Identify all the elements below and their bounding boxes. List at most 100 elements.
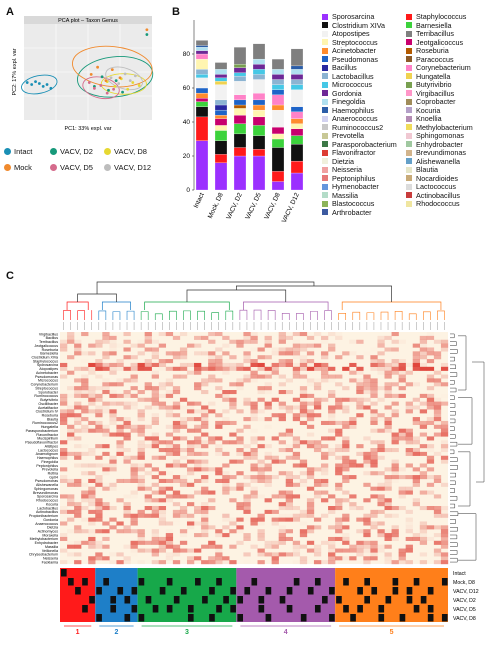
heatmap-cell bbox=[60, 455, 68, 460]
heatmap-cell bbox=[440, 455, 449, 460]
heatmap-cell bbox=[116, 362, 124, 367]
heatmap-cell bbox=[370, 359, 378, 364]
heatmap-cell bbox=[335, 486, 343, 491]
row-label: Jeotgalicoccus bbox=[34, 344, 58, 348]
heatmap-cell bbox=[229, 401, 237, 406]
taxa-legend-item: Peptoniphilus bbox=[322, 174, 375, 183]
bar-segment bbox=[271, 147, 285, 172]
row-label: Acinetobacter bbox=[36, 371, 59, 375]
heatmap-cell bbox=[130, 362, 138, 367]
heatmap-cell bbox=[278, 440, 286, 445]
heatmap-cell bbox=[285, 478, 293, 483]
bar-segment bbox=[290, 118, 304, 124]
heatmap-cell bbox=[257, 548, 265, 553]
heatmap-cell bbox=[186, 471, 195, 476]
taxa-legend-item: Lactococcus bbox=[406, 182, 456, 191]
heatmap-cell bbox=[186, 467, 195, 472]
bar-segment bbox=[214, 162, 228, 191]
heatmap-cell bbox=[299, 513, 308, 518]
bar-segment bbox=[252, 58, 266, 65]
heatmap-cell bbox=[391, 347, 399, 352]
heatmap-cell bbox=[335, 506, 343, 511]
taxa-legend-label: Bacillus bbox=[332, 63, 357, 72]
heatmap-cell bbox=[173, 440, 180, 444]
taxa-legend-swatch bbox=[406, 166, 412, 173]
heatmap-cell bbox=[201, 517, 209, 522]
heatmap-cell bbox=[328, 560, 336, 565]
heatmap-cell bbox=[250, 521, 258, 526]
pca-point bbox=[145, 33, 149, 36]
heatmap-cell bbox=[285, 405, 293, 410]
heatmap-cell bbox=[419, 540, 428, 545]
heatmap-cell bbox=[370, 525, 378, 530]
heatmap-cell bbox=[328, 540, 336, 545]
dendro-branch bbox=[281, 312, 290, 320]
bar-segment bbox=[290, 84, 304, 90]
taxa-legend-swatch bbox=[406, 192, 412, 198]
heatmap-cell bbox=[377, 509, 385, 514]
heatmap-cell bbox=[370, 409, 378, 414]
heatmap-cell bbox=[399, 440, 406, 444]
row-label: Anaerococcus bbox=[35, 522, 58, 526]
taxa-legend-item: Blastococcus bbox=[322, 199, 374, 208]
heatmap-cell bbox=[335, 335, 343, 340]
heatmap-cell bbox=[250, 455, 258, 460]
heatmap-cell bbox=[328, 536, 336, 541]
heatmap-cell bbox=[384, 467, 392, 472]
taxa-legend-item: Nocardioides bbox=[406, 174, 458, 183]
heatmap-cell bbox=[272, 375, 279, 379]
heatmap-cell bbox=[109, 343, 117, 348]
heatmap-cell bbox=[285, 362, 293, 367]
heatmap-cell bbox=[67, 502, 75, 507]
heatmap-cell bbox=[186, 482, 195, 487]
heatmap-cell bbox=[271, 351, 279, 356]
annotation-mark bbox=[244, 587, 251, 595]
heatmap-cell bbox=[137, 390, 145, 395]
heatmap-cell bbox=[215, 393, 223, 398]
heatmap-cell bbox=[243, 451, 251, 456]
heatmap-cell bbox=[278, 335, 286, 340]
heatmap-cell bbox=[158, 490, 167, 495]
row-label: Actinobacillus bbox=[36, 510, 58, 514]
heatmap-cell bbox=[116, 424, 124, 429]
heatmap-cell bbox=[222, 533, 230, 538]
dendro-branch bbox=[408, 313, 417, 320]
bar-segment bbox=[252, 69, 266, 75]
heatmap-cell bbox=[412, 533, 420, 538]
annotation-mark bbox=[427, 614, 434, 622]
heatmap-cell bbox=[144, 359, 152, 364]
heatmap-cell bbox=[229, 362, 237, 367]
heatmap-cell bbox=[151, 540, 159, 545]
pca-legend-label: VACV, D5 bbox=[60, 163, 93, 172]
heatmap-cell bbox=[60, 475, 68, 480]
heatmap-cell bbox=[201, 444, 209, 449]
heatmap-cell bbox=[158, 393, 167, 398]
heatmap-cell bbox=[292, 475, 301, 480]
heatmap-cell bbox=[201, 490, 209, 495]
heatmap-cell bbox=[102, 386, 110, 391]
heatmap-cell bbox=[321, 560, 329, 565]
heatmap-cell bbox=[88, 401, 96, 406]
heatmap-cell bbox=[391, 382, 399, 387]
heatmap-cell bbox=[356, 339, 364, 344]
pca-point bbox=[128, 79, 132, 83]
annotation-mark bbox=[378, 614, 385, 622]
heatmap-cell bbox=[258, 494, 265, 498]
heatmap-cell bbox=[81, 374, 89, 379]
bar-segment bbox=[271, 89, 285, 95]
taxa-legend-label: Hymenobacter bbox=[332, 182, 379, 191]
annotation-mark bbox=[209, 614, 215, 622]
heatmap-cell bbox=[67, 409, 75, 414]
heatmap-cell bbox=[222, 370, 230, 375]
taxa-legend-item: Enhydrobacter bbox=[406, 140, 463, 149]
heatmap-cell bbox=[201, 525, 209, 530]
pca-point bbox=[45, 83, 49, 86]
heatmap-cell bbox=[292, 417, 301, 422]
heatmap-cell bbox=[363, 397, 371, 402]
heatmap-cell bbox=[278, 490, 286, 495]
heatmap-cell bbox=[313, 482, 322, 487]
heatmap-cell bbox=[313, 552, 322, 557]
taxa-legend-label: Acinetobacter bbox=[332, 46, 376, 55]
heatmap-cell bbox=[172, 478, 181, 483]
heatmap-cell bbox=[391, 471, 399, 476]
